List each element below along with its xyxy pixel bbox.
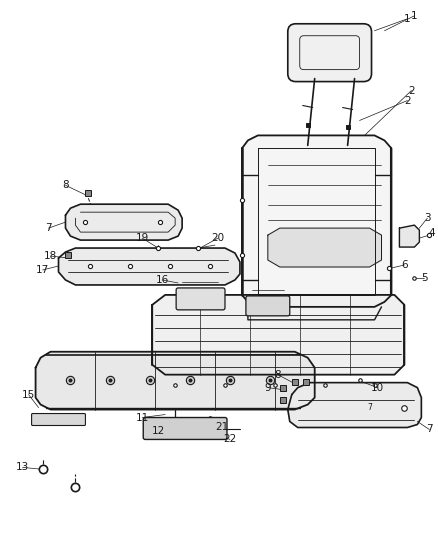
FancyBboxPatch shape [245,296,289,316]
Text: 9: 9 [264,383,271,393]
Text: 2: 2 [403,95,410,106]
FancyBboxPatch shape [32,414,85,425]
Text: 8: 8 [62,180,69,190]
Text: 6: 6 [400,260,407,270]
Text: 4: 4 [427,228,434,238]
Text: 10: 10 [370,383,383,393]
Text: 1: 1 [403,14,410,24]
Text: 3: 3 [423,213,430,223]
Polygon shape [399,225,418,247]
Text: 1: 1 [410,11,417,21]
Text: 17: 17 [36,265,49,275]
Polygon shape [35,352,314,409]
Polygon shape [58,248,240,285]
Polygon shape [241,135,391,307]
Text: 7: 7 [366,403,371,412]
Text: 20: 20 [211,233,224,243]
Text: 21: 21 [215,423,228,432]
Text: 19: 19 [135,233,148,243]
Text: 2: 2 [407,86,414,95]
Polygon shape [65,204,182,240]
Text: 7: 7 [425,424,432,434]
Polygon shape [267,228,381,267]
FancyBboxPatch shape [287,24,371,82]
Text: 18: 18 [44,251,57,261]
Text: 16: 16 [155,275,169,285]
FancyBboxPatch shape [176,288,224,310]
Polygon shape [287,383,420,427]
Text: 7: 7 [45,223,52,233]
Text: 12: 12 [151,426,164,437]
FancyBboxPatch shape [143,417,226,439]
Text: 11: 11 [135,413,148,423]
Text: 5: 5 [420,273,427,283]
Text: 13: 13 [16,462,29,472]
Polygon shape [152,295,403,375]
Text: 15: 15 [22,390,35,400]
Text: 22: 22 [223,434,236,445]
Text: 8: 8 [274,370,280,379]
